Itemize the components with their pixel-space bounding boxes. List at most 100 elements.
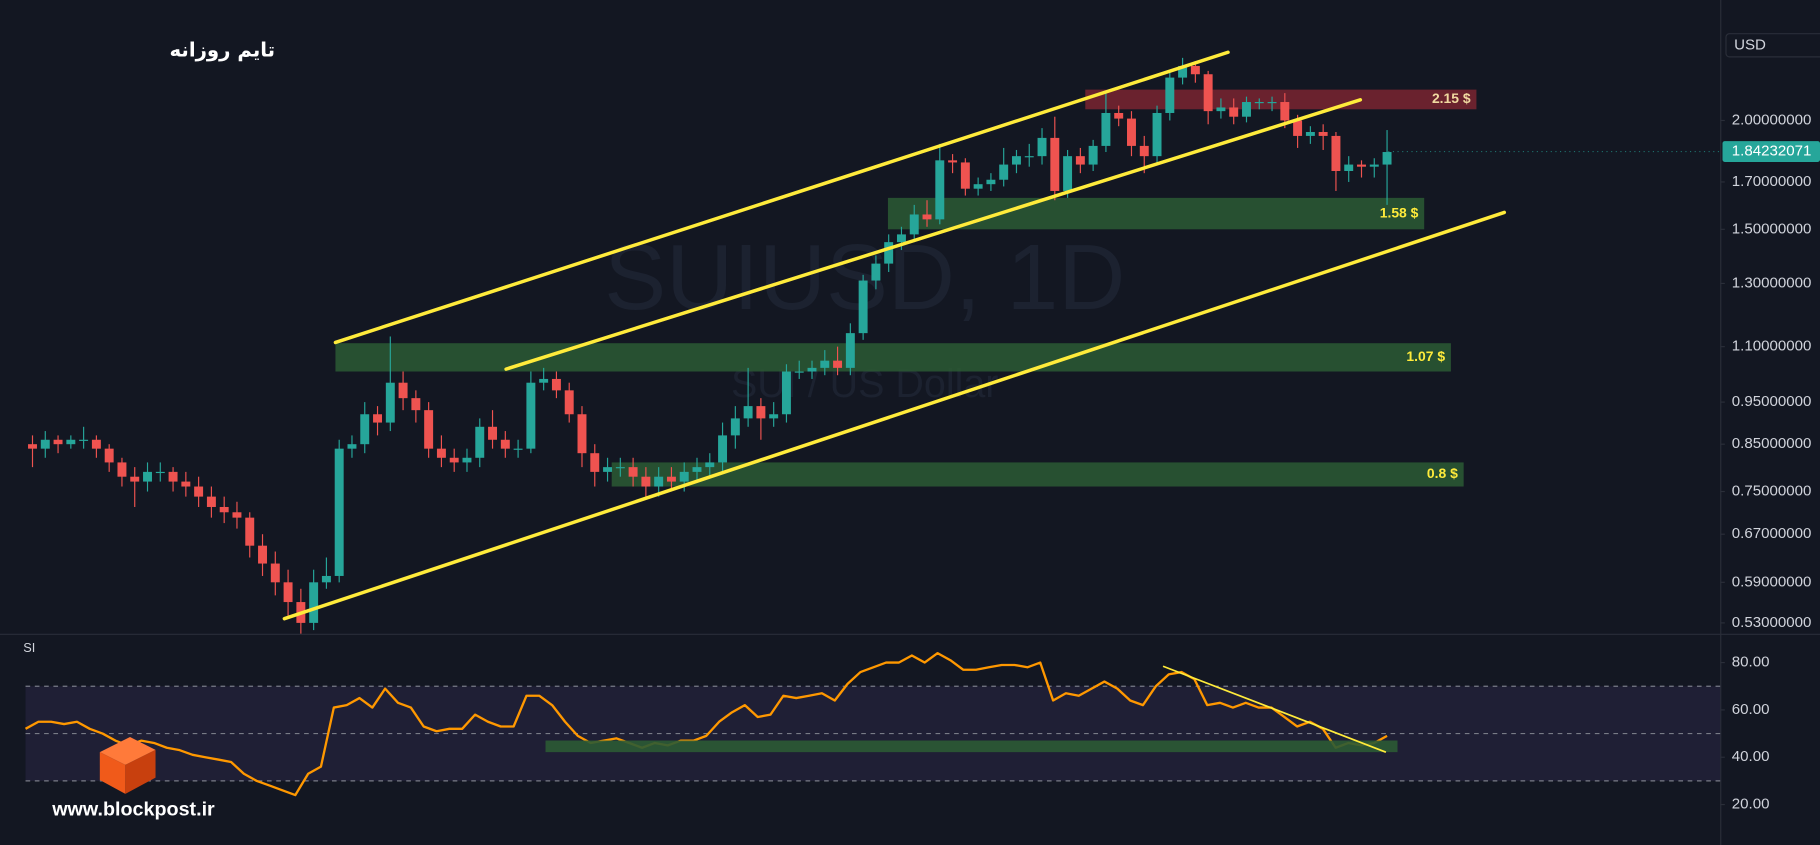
channel-lower [282, 210, 1507, 621]
candle-body [1190, 65, 1200, 75]
candle-body [513, 448, 523, 450]
y-tick-label: 0.59000000 [1732, 573, 1812, 590]
indicator-name: SI [23, 640, 35, 655]
candle-body [807, 367, 817, 372]
candle-body [922, 214, 932, 220]
zone-label: 2.15 $ [1432, 90, 1471, 106]
candle-body [1101, 112, 1111, 146]
candle-body [1318, 131, 1328, 136]
candle-body [462, 457, 472, 463]
candle-body [999, 164, 1009, 180]
candle-body [935, 160, 945, 220]
candle-body [334, 448, 344, 576]
site-url: www.blockpost.ir [51, 798, 215, 820]
candle-body [1165, 77, 1175, 113]
candle-body [488, 426, 498, 440]
candles [28, 57, 1392, 634]
candle-body [1242, 102, 1251, 117]
candle-body [1178, 65, 1188, 78]
candle-body [781, 371, 791, 415]
candle-body [551, 378, 561, 391]
last-price-label: 1.84232071 [1732, 143, 1812, 160]
candle-body [155, 471, 165, 474]
candle-body [475, 426, 485, 458]
candle-body [40, 439, 50, 449]
candle-body [373, 414, 383, 423]
candle-body [449, 457, 459, 463]
candle-body [896, 234, 906, 243]
candle-body [1063, 156, 1073, 191]
y-tick-label: 0.95000000 [1732, 393, 1812, 410]
candle-body [833, 360, 843, 368]
candle-body [91, 439, 101, 449]
currency: USD [1734, 36, 1766, 53]
candle-body [232, 512, 242, 518]
y-tick-label: 1.30000000 [1732, 274, 1812, 291]
candle-body [679, 471, 689, 482]
rsi-annotations [545, 665, 1398, 753]
candle-body [705, 462, 715, 468]
candle-body [1382, 152, 1392, 165]
candle-body [1050, 137, 1060, 191]
logo-top [99, 737, 156, 765]
candle-body [1139, 145, 1149, 157]
candle-body [1114, 112, 1124, 119]
candle-body [1024, 156, 1034, 158]
candle-body [283, 582, 293, 603]
candle-body [1254, 102, 1264, 104]
candle-body [347, 444, 357, 449]
candle-body [960, 162, 970, 189]
candle-body [590, 453, 600, 472]
candle-body [820, 360, 830, 368]
candle-body [603, 467, 613, 472]
candle-body [628, 467, 638, 477]
price-zone [1085, 89, 1477, 110]
candle-body [1357, 164, 1366, 167]
channel-upper [333, 50, 1230, 345]
candle-body [730, 418, 740, 436]
candle-body [309, 582, 319, 623]
candle-body [1216, 107, 1226, 112]
last-price-box [1722, 141, 1820, 162]
candle-body [1331, 135, 1341, 171]
candle-body [1280, 102, 1290, 121]
candle-body [564, 390, 574, 415]
chart-title: تایم روزانه [169, 39, 275, 62]
candle-body [424, 410, 434, 449]
y-tick-label: 0.67000000 [1732, 525, 1812, 542]
candle-body [1267, 102, 1277, 104]
candle-body [884, 242, 894, 264]
candle-body [577, 414, 587, 454]
rsi-support-zone [545, 740, 1398, 753]
candle-body [973, 184, 983, 189]
price-zone [887, 197, 1425, 230]
candle-body [871, 263, 881, 281]
candle-body [117, 462, 127, 477]
candle-body [411, 398, 421, 411]
candle-body [615, 467, 625, 469]
candle-body [270, 563, 280, 583]
candle-body [206, 496, 216, 507]
zones: 2.15 $ 1.58 $ 1.07 $ 0.8 $ [335, 89, 1477, 487]
y-tick-label: 1.70000000 [1732, 173, 1812, 190]
candle-body [181, 481, 191, 487]
zone-label: 1.07 $ [1406, 348, 1445, 364]
y-tick-label: 0.53000000 [1732, 614, 1812, 631]
rsi-tick-label: 60.00 [1732, 701, 1770, 718]
zone-label: 0.8 $ [1427, 465, 1458, 481]
last-price: 1.84232071 [1388, 141, 1820, 162]
y-axis: 2.00000000 1.70000000 1.50000000 1.30000000… [1720, 111, 1812, 631]
candle-body [66, 439, 76, 445]
candle-body [168, 471, 178, 482]
candle-body [718, 435, 728, 463]
candle-body [1344, 164, 1354, 171]
trend-lines [282, 50, 1507, 621]
candle-body [539, 378, 549, 383]
candle-body [1305, 131, 1315, 136]
rsi-pane: 80.00 60.00 40.00 20.00 [24, 651, 1770, 813]
candle-body [321, 575, 331, 583]
currency-box[interactable] [1725, 33, 1820, 58]
candle-body [1088, 145, 1098, 165]
